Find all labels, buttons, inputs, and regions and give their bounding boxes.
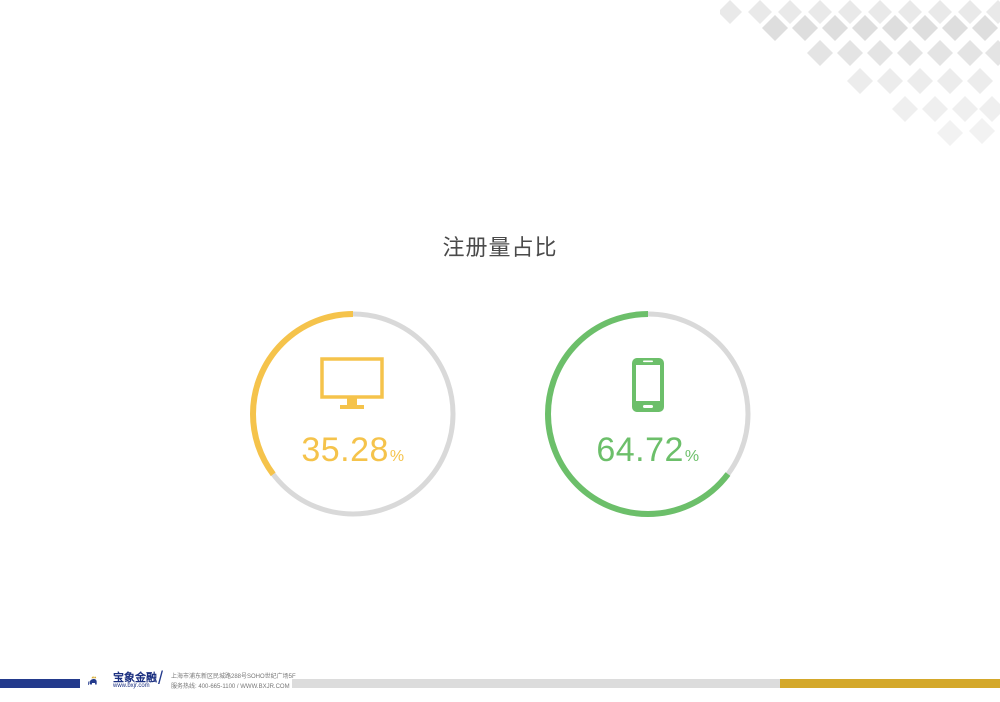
pc-percentage-unit: % xyxy=(389,448,405,465)
page-title: 注册量占比 xyxy=(442,235,558,260)
pc-percentage: 35.28% xyxy=(248,431,458,470)
footer-divider-slash: / xyxy=(158,668,164,688)
pc-ring-progress xyxy=(250,311,456,517)
footer-brand-name: 宝象金融 xyxy=(113,672,157,684)
decorative-diamond-pattern xyxy=(720,0,1000,146)
monitor-icon xyxy=(320,357,384,409)
smartphone-icon xyxy=(632,358,664,412)
pc-share-ring-chart: 35.28% xyxy=(248,309,458,519)
pc-percentage-value: 35.28 xyxy=(301,431,389,469)
mobile-percentage-value: 64.72 xyxy=(596,431,684,469)
footer-website: www.bxjr.com xyxy=(113,683,150,689)
footer-hotline: 服务热线: 400-665-1100 / WWW.BXJR.COM xyxy=(171,684,290,690)
footer-blue-bar xyxy=(0,679,80,688)
mobile-ring-progress xyxy=(545,311,751,517)
mobile-ring-svg xyxy=(545,311,751,517)
footer-gold-bar xyxy=(780,679,1000,688)
mobile-percentage: 64.72% xyxy=(543,431,753,470)
footer: 宝象金融 www.bxjr.com / 上海市浦东新区民城路288号SOHO世纪… xyxy=(0,666,1000,696)
footer-gray-bar xyxy=(292,679,782,688)
elephant-logo-icon xyxy=(88,675,97,686)
footer-address: 上海市浦东新区民城路288号SOHO世纪广场5F xyxy=(171,674,296,680)
mobile-percentage-unit: % xyxy=(684,448,700,465)
mobile-share-ring-chart: 64.72% xyxy=(543,309,753,519)
pc-ring-svg xyxy=(250,311,456,517)
